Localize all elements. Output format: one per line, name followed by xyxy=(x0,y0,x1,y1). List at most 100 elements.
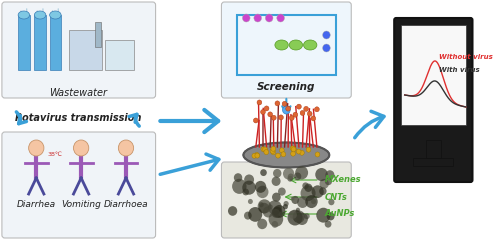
Text: Rotavirus transmission: Rotavirus transmission xyxy=(15,113,142,123)
Circle shape xyxy=(325,178,332,185)
Circle shape xyxy=(293,112,298,117)
Text: MXenes: MXenes xyxy=(324,175,361,184)
Circle shape xyxy=(304,213,310,219)
Circle shape xyxy=(272,209,280,218)
Circle shape xyxy=(254,152,259,158)
FancyBboxPatch shape xyxy=(2,2,156,98)
FancyBboxPatch shape xyxy=(222,162,352,238)
Circle shape xyxy=(264,150,268,155)
Circle shape xyxy=(254,118,258,123)
Text: Diarrhoea: Diarrhoea xyxy=(104,200,148,209)
Text: Vomiting: Vomiting xyxy=(61,200,101,209)
Text: 38℃: 38℃ xyxy=(48,152,62,158)
Circle shape xyxy=(302,182,308,189)
Circle shape xyxy=(315,152,320,157)
Circle shape xyxy=(292,147,296,152)
Circle shape xyxy=(304,106,308,111)
Circle shape xyxy=(304,184,312,192)
Circle shape xyxy=(242,181,256,195)
Circle shape xyxy=(296,208,300,212)
Circle shape xyxy=(268,204,273,209)
Circle shape xyxy=(300,150,304,155)
Circle shape xyxy=(282,101,287,106)
Circle shape xyxy=(300,185,316,201)
Circle shape xyxy=(296,213,308,225)
Ellipse shape xyxy=(275,40,288,50)
Text: Diarrhea: Diarrhea xyxy=(16,200,56,209)
Circle shape xyxy=(312,185,324,198)
Circle shape xyxy=(268,112,272,117)
Circle shape xyxy=(319,187,326,195)
Bar xyxy=(96,22,101,47)
Bar xyxy=(34,15,46,70)
Circle shape xyxy=(316,168,328,181)
Text: Wastewater: Wastewater xyxy=(50,88,108,98)
Circle shape xyxy=(294,173,302,180)
Circle shape xyxy=(290,115,294,121)
Bar xyxy=(105,40,134,70)
Circle shape xyxy=(258,199,271,213)
Circle shape xyxy=(290,151,296,156)
Bar xyxy=(68,30,102,70)
Circle shape xyxy=(273,169,281,178)
Circle shape xyxy=(296,149,301,154)
Circle shape xyxy=(252,153,256,158)
Circle shape xyxy=(248,207,262,222)
Circle shape xyxy=(283,204,288,209)
Circle shape xyxy=(322,31,330,39)
Circle shape xyxy=(244,174,254,185)
Circle shape xyxy=(232,179,246,194)
Circle shape xyxy=(272,207,282,218)
Bar xyxy=(401,25,466,125)
Circle shape xyxy=(288,176,293,182)
FancyArrowPatch shape xyxy=(160,154,219,174)
Circle shape xyxy=(255,181,266,193)
FancyBboxPatch shape xyxy=(394,18,472,182)
Circle shape xyxy=(28,140,44,156)
Circle shape xyxy=(272,177,280,186)
Circle shape xyxy=(74,140,89,156)
Circle shape xyxy=(278,212,282,217)
Circle shape xyxy=(255,153,260,158)
Circle shape xyxy=(282,106,290,114)
Circle shape xyxy=(326,170,334,180)
Circle shape xyxy=(264,106,269,111)
Circle shape xyxy=(254,14,262,22)
FancyArrowPatch shape xyxy=(16,112,26,124)
Circle shape xyxy=(261,147,266,152)
Circle shape xyxy=(256,186,268,198)
FancyArrowPatch shape xyxy=(355,111,384,138)
Ellipse shape xyxy=(18,11,30,19)
Circle shape xyxy=(324,220,332,228)
Circle shape xyxy=(275,101,280,106)
FancyArrowPatch shape xyxy=(129,114,139,126)
Bar xyxy=(414,158,454,166)
Circle shape xyxy=(268,212,283,227)
Circle shape xyxy=(272,115,276,120)
Circle shape xyxy=(308,111,312,116)
Circle shape xyxy=(242,189,249,195)
Circle shape xyxy=(271,146,276,151)
Text: CNTs: CNTs xyxy=(324,192,347,202)
Circle shape xyxy=(260,169,267,176)
Circle shape xyxy=(288,174,294,180)
Circle shape xyxy=(118,140,134,156)
Circle shape xyxy=(260,109,266,114)
Circle shape xyxy=(288,210,302,226)
Circle shape xyxy=(280,148,284,153)
Circle shape xyxy=(286,106,290,111)
Text: Screening: Screening xyxy=(257,82,316,92)
Circle shape xyxy=(290,197,294,201)
Circle shape xyxy=(320,179,329,189)
Circle shape xyxy=(291,147,296,152)
Text: Without virus: Without virus xyxy=(439,54,493,60)
Circle shape xyxy=(272,193,280,202)
Circle shape xyxy=(284,201,288,206)
Circle shape xyxy=(262,147,268,152)
FancyArrowPatch shape xyxy=(160,110,218,132)
Bar xyxy=(50,15,61,70)
Circle shape xyxy=(283,168,294,180)
Circle shape xyxy=(326,212,334,220)
Ellipse shape xyxy=(244,143,330,167)
Circle shape xyxy=(266,14,273,22)
